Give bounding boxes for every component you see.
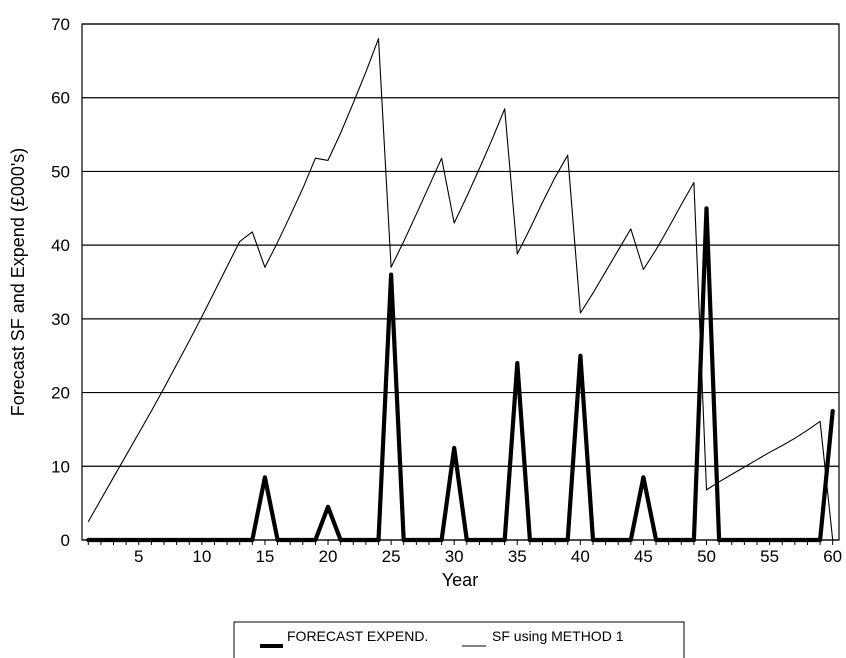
x-axis-ticks: 5 10 15 20 25 30 35 40 45 50 55 60	[87, 540, 842, 566]
grid-lines	[82, 23, 839, 541]
x-tick-label: 15	[255, 547, 274, 566]
x-tick-label: 25	[382, 547, 401, 566]
plot-area-frame	[81, 23, 840, 541]
x-tick-label: 45	[634, 547, 653, 566]
y-tick-label: 40	[51, 236, 70, 255]
y-tick-label: 50	[51, 162, 70, 181]
x-tick-label: 30	[445, 547, 464, 566]
x-tick-label: 50	[697, 547, 716, 566]
y-tick-label: 20	[51, 384, 70, 403]
x-tick-label: 40	[571, 547, 590, 566]
y-tick-label: 70	[51, 15, 70, 34]
legend: FORECAST EXPEND. SF using METHOD 1	[233, 621, 685, 658]
x-tick-label: 10	[192, 547, 211, 566]
series-sf-method-1-line	[87, 38, 834, 541]
x-tick-label: 20	[319, 547, 338, 566]
legend-label-forecast-expend: FORECAST EXPEND.	[287, 628, 428, 644]
y-axis-title: Forecast SF and Expend (£000's)	[8, 148, 28, 417]
y-tick-label: 30	[51, 310, 70, 329]
series-layer	[86, 38, 835, 543]
x-tick-label: 60	[823, 547, 842, 566]
y-tick-label: 60	[51, 89, 70, 108]
legend-box	[233, 621, 685, 658]
y-tick-label: 10	[51, 457, 70, 476]
series-forecast-expend-line	[86, 206, 835, 543]
x-tick-label: 35	[508, 547, 527, 566]
x-tick-label: 55	[760, 547, 779, 566]
legend-label-sf-method-1: SF using METHOD 1	[492, 628, 624, 644]
x-tick-label: 5	[134, 547, 143, 566]
y-axis-ticks: 0 10 20 30 40 50 60 70	[51, 15, 70, 550]
y-tick-label: 0	[61, 531, 70, 550]
x-axis-title: Year	[442, 570, 478, 590]
